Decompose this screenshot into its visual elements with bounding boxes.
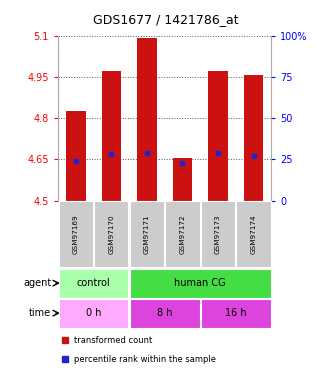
Bar <box>244 75 263 201</box>
Text: 0 h: 0 h <box>86 308 101 318</box>
Text: GDS1677 / 1421786_at: GDS1677 / 1421786_at <box>93 13 238 26</box>
Text: GSM97170: GSM97170 <box>108 214 114 254</box>
Bar <box>137 38 157 201</box>
Bar <box>208 71 228 201</box>
Text: GSM97169: GSM97169 <box>73 214 79 254</box>
Text: GSM97174: GSM97174 <box>251 214 257 254</box>
Bar <box>102 71 121 201</box>
Bar <box>66 111 85 201</box>
Text: agent: agent <box>23 278 51 288</box>
Text: GSM97173: GSM97173 <box>215 214 221 254</box>
Bar <box>173 158 192 201</box>
Text: GSM97171: GSM97171 <box>144 214 150 254</box>
Text: transformed count: transformed count <box>74 336 153 345</box>
Text: 8 h: 8 h <box>157 308 172 318</box>
Text: percentile rank within the sample: percentile rank within the sample <box>74 355 216 364</box>
Text: time: time <box>29 308 51 318</box>
Text: 16 h: 16 h <box>225 308 247 318</box>
Text: GSM97172: GSM97172 <box>179 214 185 254</box>
Text: human CG: human CG <box>174 278 226 288</box>
Text: control: control <box>77 278 110 288</box>
